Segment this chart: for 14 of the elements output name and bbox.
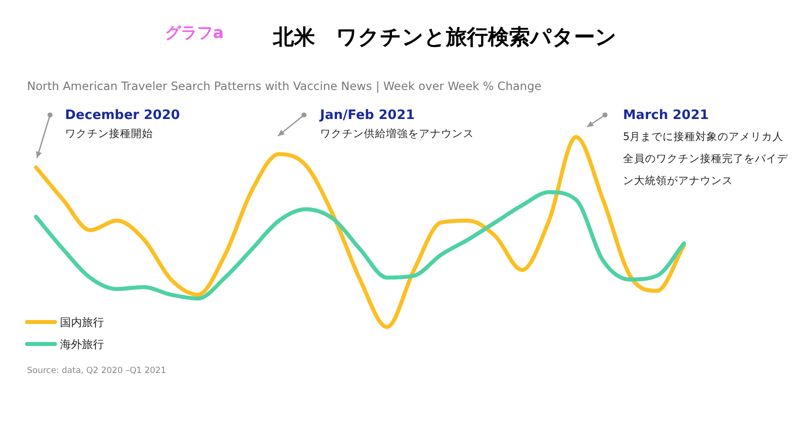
source-note: Source: data, Q2 2020 –Q1 2021 (27, 366, 166, 376)
text: March 2021 (623, 108, 709, 123)
text: Jan/Feb 2021 (319, 108, 415, 123)
legend-label: 海外旅行 (60, 338, 104, 351)
text: グラフa (165, 23, 224, 42)
annotation: 5月までに接種対象のアメリカ人 (623, 130, 784, 143)
annotation: 全員のワクチン接種完了をバイデ (623, 152, 789, 165)
text: December 2020 (65, 108, 180, 123)
annotation: ワクチン接種開始 (65, 127, 153, 140)
legend-label: 国内旅行 (60, 316, 104, 329)
annotation: ン大統領がアナウンス (623, 174, 733, 187)
chart-subtitle: North American Traveler Search Patterns with Vaccine News | Week over Week % Change (27, 79, 542, 93)
chart-title: 北米 ワクチンと旅行検索パターン (272, 25, 617, 49)
annotation: ワクチン供給増強をアナウンス (320, 127, 474, 140)
